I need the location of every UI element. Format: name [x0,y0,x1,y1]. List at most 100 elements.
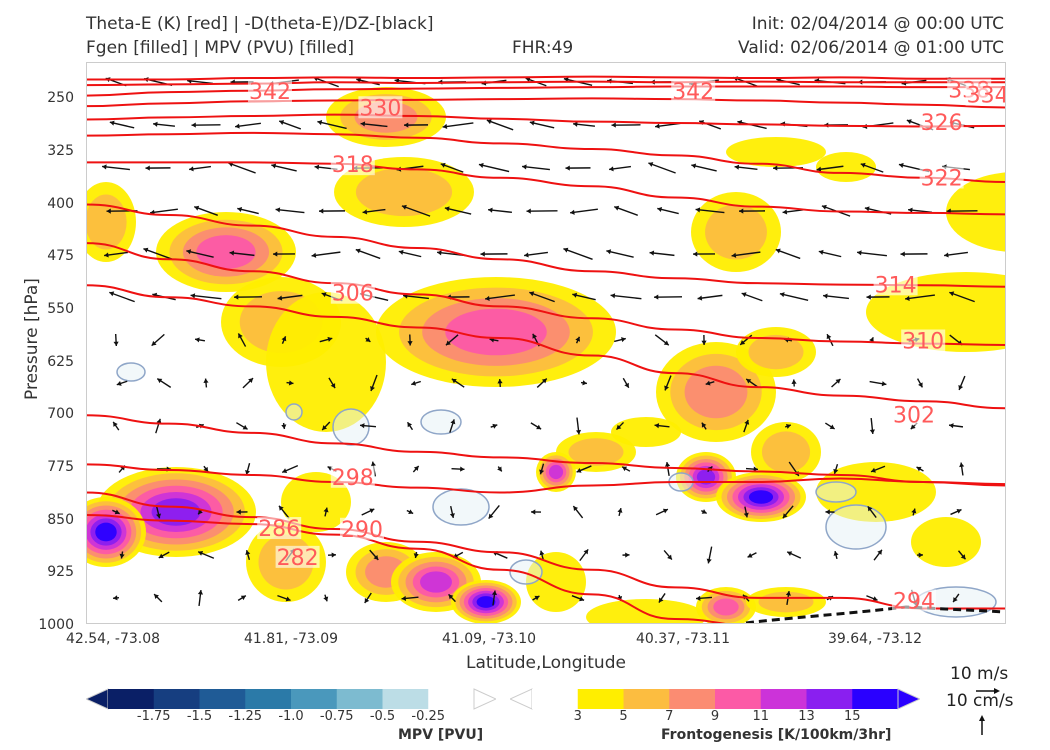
colorbar-extend [897,688,920,710]
colorbar-tick-label: 13 [798,709,815,724]
wind-vector [317,120,347,130]
wind-vector [321,421,331,431]
wind-vector [818,249,842,258]
wind-vector [480,251,508,257]
colorbar-cell [669,689,716,709]
theta-e-contour [86,284,1006,410]
contour-label: 322 [921,167,963,192]
wind-vector [197,551,215,559]
wind-vector [959,462,965,476]
chart-title-line2: Fgen [filled] | MPV (PVU) [filled] [86,38,355,58]
colorbar-cell [153,689,200,709]
wind-vector [323,594,329,602]
y-tick-label: 550 [47,300,74,317]
wind-vector [403,122,429,128]
wind-vector [190,293,222,300]
colorbar-tick-label: -1.0 [278,709,304,724]
fgen-fill-region [761,431,811,473]
colorbar-cell [806,689,853,709]
wind-vector [775,248,801,260]
wind-vector [695,595,713,601]
contour-label: 342 [249,80,291,105]
wind-vector [229,250,255,257]
colorbar-cell [382,689,429,709]
colorbar-extend [86,688,109,710]
wind-vector [900,251,928,257]
fgen-fill-region [705,204,767,260]
wind-vector [449,419,456,433]
wind-vector [359,423,377,429]
wind-vector [664,375,672,391]
wind-vector [233,294,263,300]
wind-vector [622,552,630,558]
wind-vector [738,208,766,214]
theta-e-contour [86,161,1006,216]
wind-vector [866,595,878,602]
wind-vector [911,508,917,516]
wind-vector [653,294,683,300]
wind-vector [362,208,386,215]
mpv-contour [509,559,543,585]
contour-label: 298 [332,466,374,491]
wind-vector [824,422,836,430]
wind-vector [745,378,759,388]
fgen-fill-region [95,522,117,542]
colorbar-cell [336,689,383,709]
wind-vector [112,509,120,515]
wind-vector [194,205,218,216]
wind-vector [318,208,346,214]
wind-vector [705,380,715,386]
wind-vector [355,248,381,260]
wind-vector [952,593,960,603]
y-axis-title: Pressure [hPa] [22,278,42,400]
wind-vector [281,336,287,344]
wind-vector [237,595,247,601]
wind-vector [614,337,626,343]
wind-vector [697,294,723,301]
wind-vector [536,378,548,388]
wind-vector [825,509,835,515]
colorbar-cell [852,689,899,709]
reference-horizontal-label: 10 m/s [950,664,1009,684]
wind-vector [731,251,761,258]
colorbar-tick-label: -1.75 [136,709,171,724]
wind-vector [565,165,591,171]
contour-label: 330 [359,96,401,121]
y-tick-label: 625 [47,353,74,370]
wind-vector [102,164,130,171]
wind-vector [235,122,261,129]
wind-vector [524,251,548,258]
wind-vector [743,419,750,433]
wind-vector [957,550,967,560]
wind-vector [497,378,503,388]
init-time: Init: 02/04/2014 @ 00:00 UTC [751,14,1004,34]
wind-vector [155,505,162,519]
colorbar-tick-label: -1.5 [186,709,213,724]
wind-vector [866,294,890,300]
fgen-fill-region [748,334,804,370]
contour-label: 318 [332,153,374,178]
wind-vector [497,466,503,472]
mpv-contour [825,504,887,550]
wind-vector [654,423,670,429]
wind-vector [648,162,676,174]
fgen-fill-region [568,438,624,466]
wind-vector [779,292,809,301]
wind-vector [451,378,465,388]
wind-vector [412,465,420,473]
wind-vector [277,594,291,602]
contour-label: 294 [893,589,935,614]
wind-vector [831,378,841,388]
wind-vector [860,162,884,173]
fgen-fill-region [684,365,748,419]
wind-vector [407,334,413,346]
colorbar-cell [760,689,807,709]
colorbar-tick-label: -0.75 [319,709,354,724]
wind-vector [617,507,623,517]
wind-vector [747,552,757,558]
wind-vector [784,423,792,429]
wind-vector [916,466,924,472]
wind-vector [743,506,749,518]
wind-vector [242,377,254,389]
theta-e-contour [86,80,1006,87]
